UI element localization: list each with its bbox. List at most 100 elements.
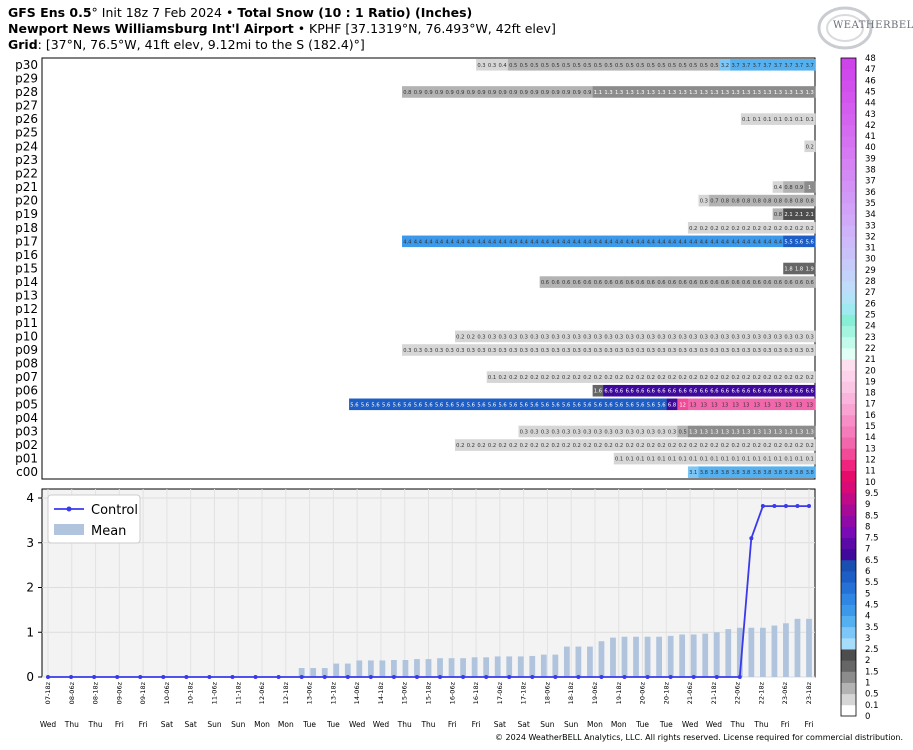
heat-cell xyxy=(698,221,710,234)
heat-cell-label: 0.2 xyxy=(562,443,570,449)
heat-cell-label: 0.3 xyxy=(551,348,559,354)
heat-cell xyxy=(804,384,816,397)
heat-cell xyxy=(719,425,731,438)
heat-cell xyxy=(656,452,668,465)
heat-cell xyxy=(529,330,540,343)
x-tick-label: 17-06z xyxy=(496,681,504,704)
heat-cell-label: 6.6 xyxy=(795,389,803,395)
heat-cell-label: 0.2 xyxy=(636,443,644,449)
heat-cell-label: 0.3 xyxy=(700,199,708,205)
heat-cell xyxy=(772,344,784,356)
heat-cell xyxy=(740,439,752,451)
mean-bar xyxy=(644,636,651,677)
heat-cell xyxy=(751,466,763,478)
heat-cell-label: 0.8 xyxy=(753,199,761,205)
heat-cell-label: 0.1 xyxy=(806,117,814,123)
heat-cell xyxy=(539,330,551,343)
heat-cell-label: 0.6 xyxy=(626,280,634,286)
heat-cell xyxy=(772,181,784,193)
x-tick-label: 16-06z xyxy=(448,681,456,704)
colorbar-tick-label: 34 xyxy=(865,210,876,220)
heat-cell xyxy=(719,194,731,207)
heat-cell-label: 0.2 xyxy=(763,443,771,449)
heat-cell-label: 0.9 xyxy=(509,90,517,96)
heat-cell-label: 0.3 xyxy=(647,429,655,435)
heat-cell-label: 13 xyxy=(722,402,729,408)
heat-cell xyxy=(772,208,784,220)
heat-cell-label: 5.6 xyxy=(604,402,612,408)
heat-cell xyxy=(783,262,795,275)
heat-cell-label: 0.1 xyxy=(657,457,665,463)
heat-cell-label: 5.6 xyxy=(488,402,496,408)
heat-cell xyxy=(603,86,615,98)
heat-cell-label: 5.6 xyxy=(594,402,602,408)
copyright-text: © 2024 WeatherBELL Analytics, LLC. All r… xyxy=(495,733,903,742)
heat-cell xyxy=(677,344,689,356)
heat-cell-label: 0.6 xyxy=(562,280,570,286)
heat-cell-label: 13 xyxy=(775,402,782,408)
colorbar-segment xyxy=(841,548,856,561)
heat-cell xyxy=(698,235,710,248)
day-label: Wed xyxy=(706,720,723,729)
heat-cell-label: 2.1 xyxy=(795,212,803,218)
heat-cell-label: 1.3 xyxy=(731,90,739,96)
heat-cell-label: 4.4 xyxy=(594,239,603,245)
member-label-p07: p07 xyxy=(15,370,38,384)
heat-cell-label: 5.6 xyxy=(361,402,369,408)
mean-bar xyxy=(736,627,743,677)
heat-cell xyxy=(730,59,742,71)
heat-cell-label: 3.8 xyxy=(795,470,803,476)
heat-cell-label: 0.4 xyxy=(498,63,507,69)
heat-cell-label: 1.3 xyxy=(753,90,761,96)
heat-cell-label: 1.3 xyxy=(647,90,655,96)
colorbar-tick-label: 41 xyxy=(865,132,876,142)
heat-cell xyxy=(687,235,699,248)
heat-cell xyxy=(486,371,498,383)
heat-cell-label: 3.7 xyxy=(806,63,814,69)
x-tick-label: 08-18z xyxy=(92,681,100,704)
heat-cell-label: 13 xyxy=(764,402,771,408)
colorbar-segment xyxy=(841,58,856,70)
colorbar-segment xyxy=(841,325,856,338)
heat-cell-label: 0.2 xyxy=(498,375,506,381)
chart-title: Total Snow (10 : 1 Ratio) (Inches) xyxy=(237,5,473,20)
heat-cell xyxy=(751,425,763,438)
heat-cell xyxy=(645,235,657,248)
heat-cell-label: 4.4 xyxy=(700,239,709,245)
colorbar-segment xyxy=(841,504,856,516)
heat-cell xyxy=(666,371,678,383)
colorbar-segment xyxy=(841,113,856,126)
heat-cell-label: 0.1 xyxy=(626,457,634,463)
colorbar-tick-label: 4 xyxy=(865,612,870,622)
heat-cell-label: 1.3 xyxy=(774,90,782,96)
heat-cell-label: 0.2 xyxy=(647,443,655,449)
heat-cell xyxy=(730,398,742,411)
heat-cell-label: 4.4 xyxy=(626,239,635,245)
heat-cell-label: 0.3 xyxy=(806,348,814,354)
heat-cell xyxy=(550,425,562,438)
heat-cell xyxy=(772,221,784,234)
heat-cell-label: 5.6 xyxy=(636,402,644,408)
heat-cell-label: 0.8 xyxy=(795,199,803,205)
heat-cell-label: 1.3 xyxy=(710,429,718,435)
heat-cell-label: 0.8 xyxy=(763,199,771,205)
heat-cell-label: 5.6 xyxy=(626,402,634,408)
heat-cell xyxy=(645,452,657,465)
heat-cell-label: 0.3 xyxy=(626,334,634,340)
heat-cell xyxy=(751,439,763,451)
member-label-p10: p10 xyxy=(15,329,38,343)
colorbar-tick-label: 9 xyxy=(865,500,870,510)
member-label-p04: p04 xyxy=(15,411,38,425)
heat-cell xyxy=(592,344,604,356)
heat-cell xyxy=(560,344,572,356)
mean-bar xyxy=(679,634,686,677)
heat-cell-label: 0.8 xyxy=(784,199,792,205)
heat-cell xyxy=(433,344,445,356)
colorbar-segment xyxy=(841,470,856,483)
heat-cell-label: 6.6 xyxy=(784,389,792,395)
heat-cell xyxy=(560,371,572,383)
heat-cell xyxy=(592,330,604,343)
colorbar-tick-label: 43 xyxy=(865,110,876,120)
heat-cell-label: 3.7 xyxy=(731,63,739,69)
heat-cell xyxy=(645,86,657,98)
